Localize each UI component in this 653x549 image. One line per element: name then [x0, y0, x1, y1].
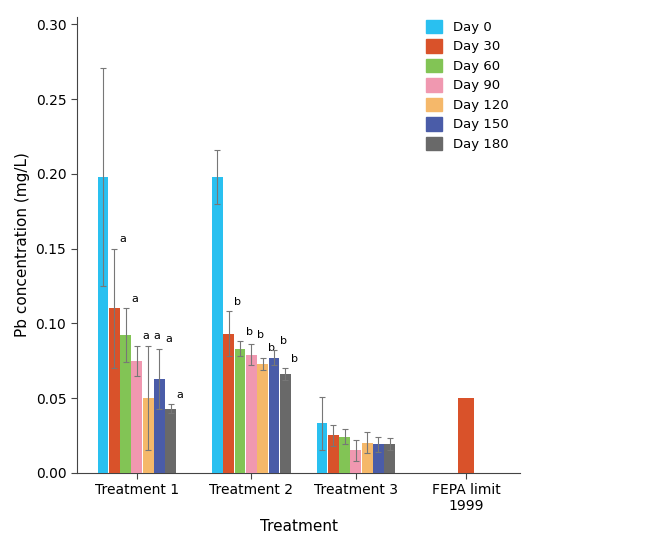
- Text: b: b: [291, 354, 298, 363]
- Bar: [97, 177, 108, 473]
- Text: b: b: [268, 343, 276, 353]
- Text: a: a: [119, 234, 127, 244]
- Bar: [212, 177, 223, 473]
- Text: b: b: [234, 297, 242, 307]
- X-axis label: Treatment: Treatment: [260, 519, 338, 534]
- Text: a: a: [153, 331, 161, 341]
- Bar: [246, 355, 257, 473]
- Bar: [165, 408, 176, 473]
- Bar: [280, 374, 291, 473]
- Bar: [362, 443, 372, 473]
- Bar: [328, 435, 339, 473]
- Bar: [223, 334, 234, 473]
- Text: a: a: [165, 334, 172, 344]
- Bar: [317, 423, 327, 473]
- Legend: Day 0, Day 30, Day 60, Day 90, Day 120, Day 150, Day 180: Day 0, Day 30, Day 60, Day 90, Day 120, …: [421, 14, 514, 156]
- Bar: [143, 398, 153, 473]
- Bar: [234, 349, 246, 473]
- Y-axis label: Pb concentration (mg/L): Pb concentration (mg/L): [15, 153, 30, 337]
- Text: b: b: [279, 336, 287, 346]
- Bar: [154, 379, 165, 473]
- Bar: [120, 335, 131, 473]
- Text: a: a: [142, 331, 150, 341]
- Bar: [339, 437, 350, 473]
- Bar: [373, 445, 384, 473]
- Bar: [385, 445, 395, 473]
- Bar: [351, 450, 361, 473]
- Bar: [268, 358, 279, 473]
- Text: b: b: [257, 330, 264, 340]
- Bar: [458, 398, 474, 473]
- Bar: [257, 363, 268, 473]
- Text: a: a: [176, 390, 183, 400]
- Bar: [131, 361, 142, 473]
- Text: a: a: [131, 294, 138, 304]
- Text: b: b: [246, 327, 253, 337]
- Bar: [109, 309, 119, 473]
